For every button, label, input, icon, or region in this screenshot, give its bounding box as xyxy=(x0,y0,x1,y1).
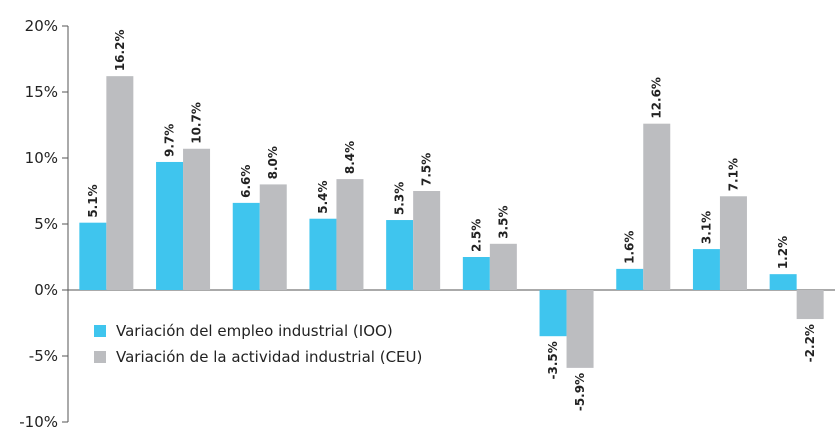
bar-employment xyxy=(539,290,567,337)
bar-activity xyxy=(566,290,594,368)
bar-activity xyxy=(259,184,287,290)
data-label-employment: 5.3% xyxy=(393,182,407,215)
data-label-employment: 9.7% xyxy=(163,124,177,157)
data-label-employment: 5.1% xyxy=(86,184,100,217)
data-label-employment: 5.4% xyxy=(316,180,330,213)
y-tick-label: 0% xyxy=(34,281,58,299)
data-label-activity: 10.7% xyxy=(190,102,204,144)
data-label-employment: 3.1% xyxy=(699,211,713,244)
legend-swatch-activity xyxy=(94,351,106,363)
bar-activity xyxy=(106,76,134,290)
y-tick-label: -5% xyxy=(29,347,58,365)
bar-activity xyxy=(719,196,747,290)
bar-employment xyxy=(156,161,184,290)
data-label-employment: 2.5% xyxy=(469,219,483,252)
data-label-activity: 16.2% xyxy=(113,30,127,72)
y-tick-label: 15% xyxy=(25,83,58,101)
legend-swatch-employment xyxy=(94,325,106,337)
data-label-employment: 6.6% xyxy=(239,165,253,198)
legend-label-activity: Variación de la actividad industrial (CE… xyxy=(116,348,422,366)
y-tick-label: -10% xyxy=(19,413,58,428)
bar-activity xyxy=(643,123,671,291)
data-label-activity: 8.0% xyxy=(266,146,280,179)
bar-activity xyxy=(796,290,824,320)
bar-activity xyxy=(413,191,441,290)
bar-employment xyxy=(692,249,720,290)
data-labels: 5.1% 9.7% 6.6% 5.4% 5.3% 2.5% -3.5% 1.6% 3.1% 1.2… xyxy=(86,30,817,412)
legend-label-employment: Variación del empleo industrial (IOO) xyxy=(116,322,393,340)
bar-activity xyxy=(336,179,364,290)
data-label-activity: 12.6% xyxy=(650,77,664,119)
data-label-activity: 7.5% xyxy=(420,153,434,186)
data-label-activity: -2.2% xyxy=(803,324,817,362)
legend: Variación del empleo industrial (IOO) Va… xyxy=(94,322,422,366)
bar-employment xyxy=(616,268,644,290)
bar-employment xyxy=(462,257,490,290)
data-label-employment: 1.2% xyxy=(776,236,790,269)
bar-employment xyxy=(232,202,260,290)
y-tick-label: 20% xyxy=(25,17,58,35)
data-label-activity: -5.9% xyxy=(573,373,587,411)
data-label-activity: 7.1% xyxy=(726,158,740,191)
data-label-activity: 3.5% xyxy=(496,206,510,239)
data-label-activity: 8.4% xyxy=(343,141,357,174)
bar-employment xyxy=(309,218,337,290)
bars xyxy=(79,76,824,368)
bar-employment xyxy=(769,274,797,290)
y-tick-label: 10% xyxy=(25,149,58,167)
data-label-employment: 1.6% xyxy=(623,231,637,264)
bar-employment xyxy=(79,222,107,290)
axes: -10% -5% 0% 5% 10% 15% 20% xyxy=(19,17,835,428)
bar-activity xyxy=(489,243,517,290)
bar-activity xyxy=(183,148,211,290)
data-label-employment: -3.5% xyxy=(546,341,560,379)
bar-employment xyxy=(386,220,414,290)
y-tick-label: 5% xyxy=(34,215,58,233)
